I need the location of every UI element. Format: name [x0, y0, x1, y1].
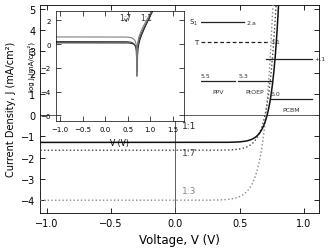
- Text: 1:3: 1:3: [182, 186, 196, 195]
- Text: 1:7: 1:7: [182, 148, 196, 157]
- Text: 1:1: 1:1: [182, 122, 196, 131]
- Y-axis label: Current Density, J (mA/cm²): Current Density, J (mA/cm²): [6, 42, 16, 177]
- X-axis label: Voltage, V (V): Voltage, V (V): [139, 234, 220, 246]
